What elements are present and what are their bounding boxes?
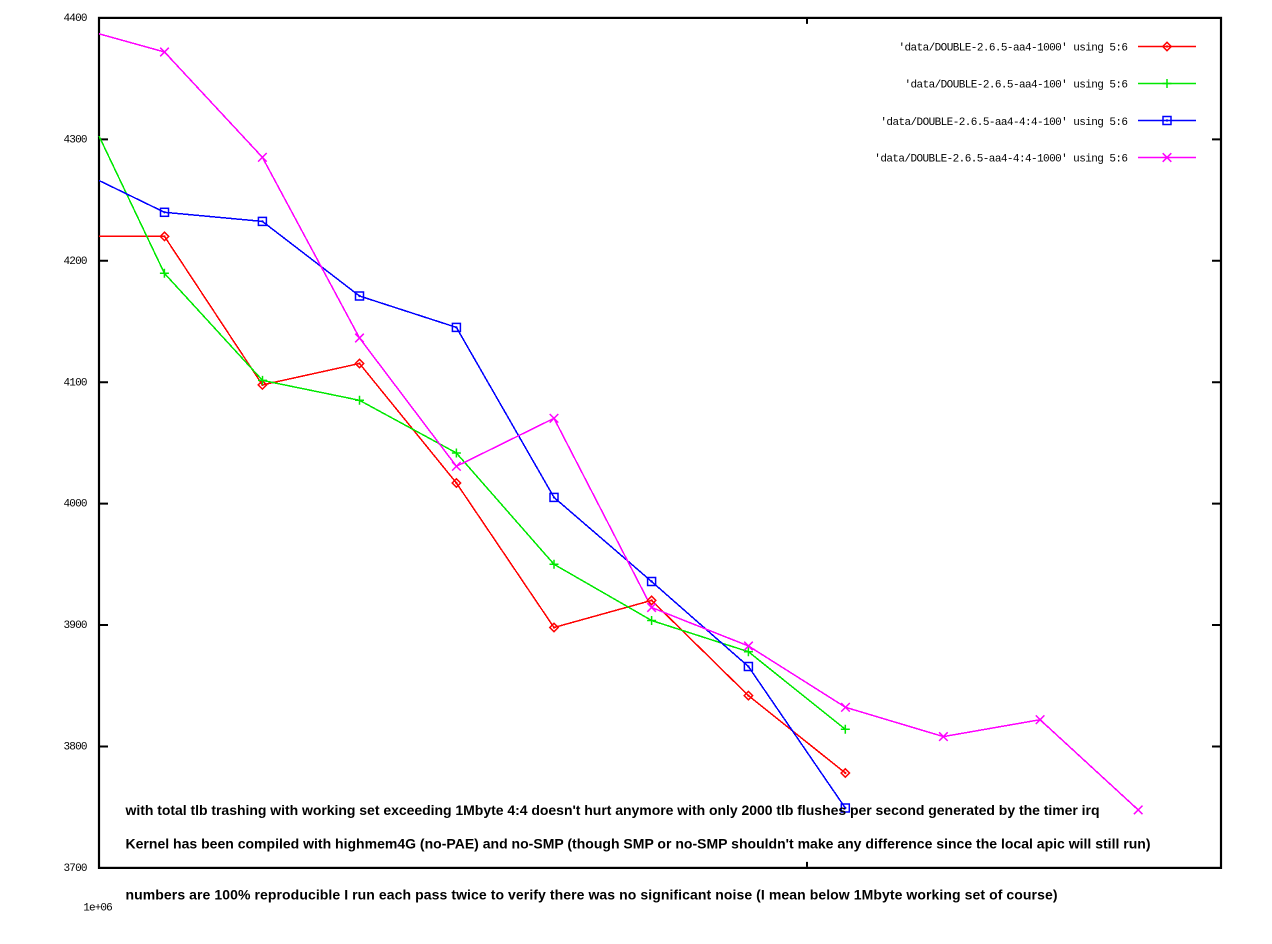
svg-text:4000: 4000 [64, 499, 88, 511]
svg-text:3700: 3700 [64, 863, 88, 875]
svg-text:4400: 4400 [64, 13, 88, 25]
svg-text:'data/DOUBLE-2.6.5-aa4-1000' u: 'data/DOUBLE-2.6.5-aa4-1000' using 5:6 [899, 43, 1129, 55]
svg-text:3900: 3900 [64, 620, 88, 632]
svg-text:'data/DOUBLE-2.6.5-aa4-4:4-100: 'data/DOUBLE-2.6.5-aa4-4:4-1000' using 5… [874, 153, 1128, 165]
svg-text:'data/DOUBLE-2.6.5-aa4-100' us: 'data/DOUBLE-2.6.5-aa4-100' using 5:6 [905, 79, 1129, 91]
svg-text:4100: 4100 [64, 377, 88, 389]
svg-text:Kernel has been compiled with: Kernel has been compiled with highmem4G … [126, 836, 1151, 852]
svg-text:4300: 4300 [64, 134, 88, 146]
svg-text:numbers are 100% reproducible: numbers are 100% reproducible I run each… [126, 887, 1058, 903]
svg-text:with total tlb trashing with w: with total tlb trashing with working set… [125, 802, 1100, 818]
svg-text:1e+06: 1e+06 [83, 903, 113, 915]
svg-text:3800: 3800 [64, 742, 88, 754]
svg-text:4200: 4200 [64, 256, 88, 268]
svg-text:'data/DOUBLE-2.6.5-aa4-4:4-100: 'data/DOUBLE-2.6.5-aa4-4:4-100' using 5:… [880, 117, 1128, 129]
